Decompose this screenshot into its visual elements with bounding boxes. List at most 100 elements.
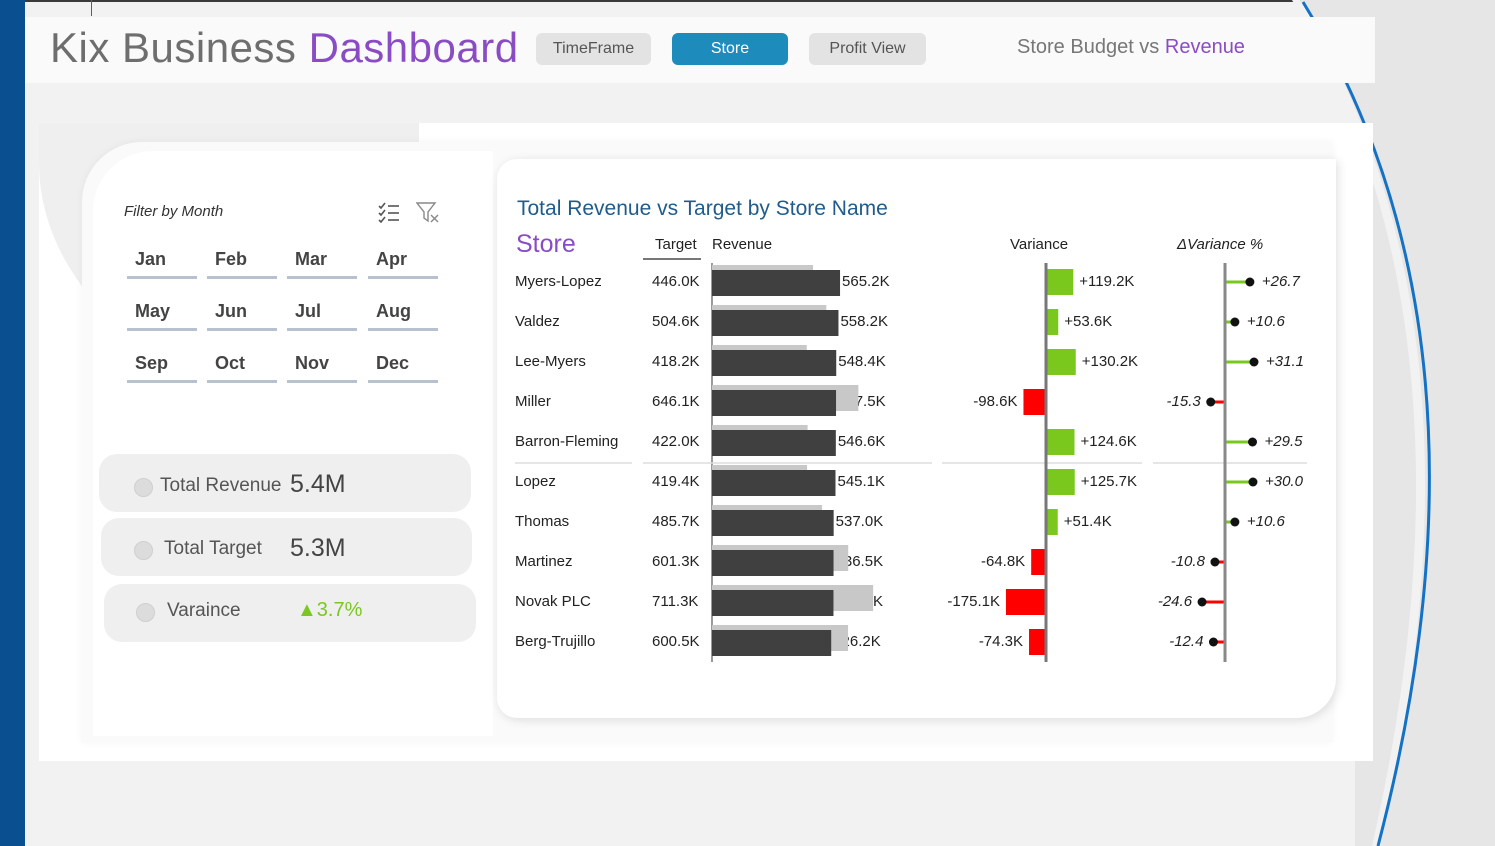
- variance-pct-lollipop-dot: [1248, 477, 1258, 487]
- variance-value-label: +124.6K: [1080, 433, 1137, 450]
- variance-pct-label: -12.4: [1169, 633, 1204, 650]
- month-aug[interactable]: Aug: [368, 297, 438, 331]
- variance-bar-positive: [1046, 469, 1075, 495]
- store-name-label: Berg-Trujillo: [515, 633, 596, 650]
- store-name-label: Miller: [515, 393, 551, 410]
- store-name-label: Lopez: [515, 473, 556, 490]
- variance-pct-label: -10.8: [1170, 553, 1205, 570]
- variance-pct-column-header: ΔVariance %: [1177, 236, 1264, 253]
- variance-bar-negative: [1029, 629, 1046, 655]
- revenue-value-label: 565.2K: [842, 273, 890, 290]
- month-jan[interactable]: Jan: [127, 245, 197, 279]
- month-jun[interactable]: Jun: [207, 297, 277, 331]
- store-name-label: Thomas: [515, 513, 570, 530]
- store-column-header: Store: [516, 230, 576, 258]
- revenue-bar: [712, 470, 836, 496]
- revenue-value-label: 537.0K: [835, 513, 884, 530]
- revenue-bar: [712, 390, 837, 416]
- variance-pct-label: -24.6: [1157, 593, 1193, 610]
- variance-pct-label: +31.1: [1266, 353, 1304, 370]
- month-may[interactable]: May: [127, 297, 197, 331]
- target-value-label: 600.5K: [652, 633, 700, 650]
- revenue-bar: [712, 350, 837, 376]
- variance-pct-lollipop-dot: [1206, 397, 1216, 407]
- month-dec[interactable]: Dec: [368, 349, 438, 383]
- variance-bar-negative: [1023, 389, 1046, 415]
- variance-value-label: -175.1K: [947, 593, 1000, 610]
- revenue-bar: [712, 510, 834, 536]
- target-value-label: 711.3K: [652, 593, 699, 610]
- month-nov[interactable]: Nov: [287, 349, 357, 383]
- target-value-label: 504.6K: [652, 313, 700, 330]
- store-name-label: Novak PLC: [515, 593, 591, 610]
- revenue-bar: [712, 310, 839, 336]
- page-title: Kix Business Dashboard: [50, 24, 519, 71]
- variance-value-label: -74.3K: [978, 633, 1024, 650]
- variance-bar-positive: [1046, 269, 1074, 295]
- store-name-label: Martinez: [515, 553, 573, 570]
- target-value-label: 422.0K: [652, 433, 700, 450]
- revenue-bar: [712, 550, 834, 576]
- month-oct[interactable]: Oct: [207, 349, 277, 383]
- kpi-label: Total Revenue: [160, 475, 282, 496]
- revenue-bar: [712, 430, 836, 456]
- chart-title: Total Revenue vs Target by Store Name: [517, 197, 888, 220]
- kpi-label: Varaince: [167, 600, 241, 621]
- variance-pct-lollipop-dot: [1210, 557, 1220, 567]
- month-feb[interactable]: Feb: [207, 245, 277, 279]
- revenue-value-label: 548.4K: [838, 353, 886, 370]
- target-value-label: 601.3K: [652, 553, 700, 570]
- variance-pct-lollipop-dot: [1248, 437, 1258, 447]
- variance-value-label: +51.4K: [1063, 513, 1112, 530]
- month-jul[interactable]: Jul: [287, 297, 357, 331]
- cell-cursor-tick: [91, 0, 92, 16]
- target-value-label: 418.2K: [652, 353, 700, 370]
- variance-bar-negative: [1031, 549, 1046, 575]
- variance-bar-positive: [1046, 349, 1076, 375]
- variance-pct-lollipop-dot: [1208, 637, 1218, 647]
- top-border-line: [25, 0, 1495, 2]
- variance-pct-lollipop-dot: [1230, 317, 1240, 327]
- target-value-label: 419.4K: [652, 473, 700, 490]
- filter-label: Filter by Month: [124, 203, 224, 220]
- variance-pct-label: +30.0: [1264, 473, 1303, 490]
- variance-pct-label: +10.6: [1246, 513, 1285, 530]
- variance-pct-label: +10.6: [1246, 313, 1285, 330]
- target-value-label: 446.0K: [652, 273, 700, 290]
- kpi-label: Total Target: [164, 538, 262, 559]
- kpi-total-revenue: Total Revenue 5.4M: [99, 454, 471, 512]
- target-value-label: 485.7K: [652, 513, 700, 530]
- variance-pct-lollipop-dot: [1245, 277, 1255, 287]
- multi-select-icon[interactable]: [377, 201, 401, 223]
- variance-value-label: -98.6K: [973, 393, 1018, 410]
- store-name-label: Barron-Fleming: [515, 433, 619, 450]
- variance-bar-positive: [1046, 509, 1058, 535]
- variance-column-header: Variance: [1010, 236, 1069, 253]
- target-value-label: 646.1K: [652, 393, 700, 410]
- store-name-label: Valdez: [515, 313, 560, 330]
- target-column-header: Target: [655, 236, 697, 253]
- timeframe-button[interactable]: TimeFrame: [536, 33, 651, 65]
- variance-pct-lollipop-dot: [1197, 597, 1207, 607]
- revenue-bar: [712, 270, 841, 296]
- clear-filter-icon[interactable]: [416, 201, 440, 223]
- kpi-value: 5.4M: [290, 470, 346, 498]
- revenue-bar: [712, 630, 832, 656]
- chart-card: [497, 159, 1336, 718]
- month-mar[interactable]: Mar: [287, 245, 357, 279]
- variance-value-label: +119.2K: [1079, 273, 1135, 290]
- kpi-total-target: Total Target 5.3M: [101, 518, 472, 576]
- variance-bar-positive: [1046, 429, 1075, 455]
- month-apr[interactable]: Apr: [368, 245, 438, 279]
- store-button[interactable]: Store: [672, 33, 788, 65]
- variance-value-label: +130.2K: [1081, 353, 1139, 370]
- profit-view-button[interactable]: Profit View: [809, 33, 926, 65]
- variance-value-label: +125.7K: [1080, 473, 1138, 490]
- variance-pct-lollipop-dot: [1230, 517, 1240, 527]
- kpi-value: 5.3M: [290, 534, 346, 562]
- variance-pct-label: +26.7: [1261, 273, 1300, 290]
- revenue-value-label: 558.2K: [840, 313, 888, 330]
- month-sep[interactable]: Sep: [127, 349, 197, 383]
- revenue-bar: [712, 590, 834, 616]
